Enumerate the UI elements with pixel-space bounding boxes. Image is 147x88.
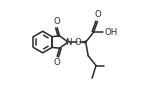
Text: O: O [54, 17, 61, 26]
Polygon shape [79, 41, 86, 43]
Text: O: O [54, 58, 61, 67]
Text: N: N [65, 38, 71, 47]
Text: O: O [94, 10, 101, 19]
Text: OH: OH [104, 28, 118, 37]
Text: O: O [75, 38, 81, 47]
